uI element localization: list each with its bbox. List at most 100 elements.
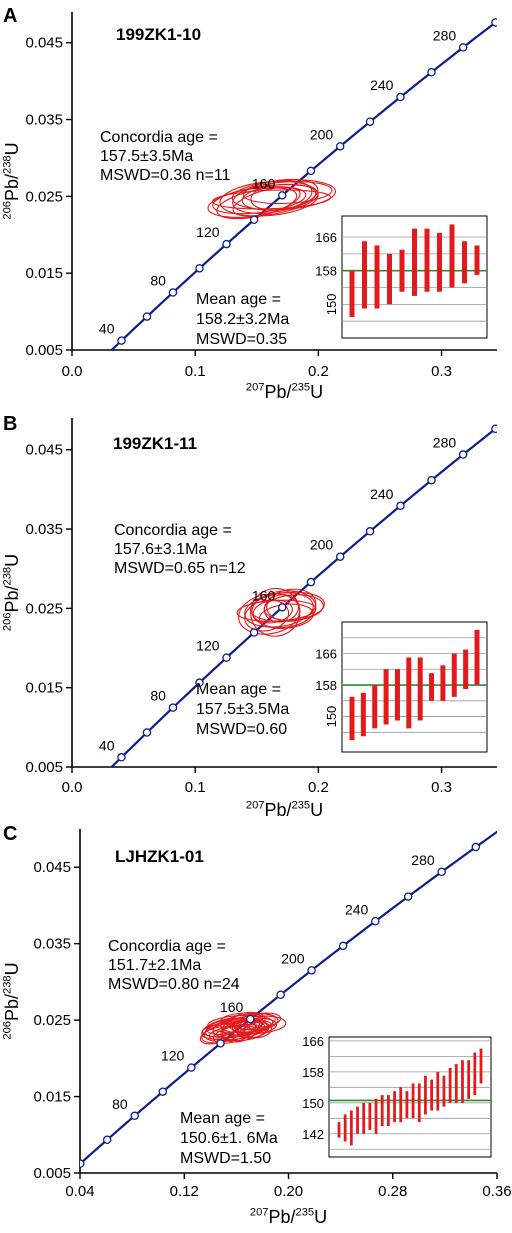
error-ellipse (250, 587, 301, 637)
concordia-age-text: MSWD=0.80 n=24 (108, 976, 240, 993)
weighted-mean-inset: 142 150 158 166 (302, 1034, 492, 1158)
age-marker (246, 1014, 255, 1024)
age-error-bar (374, 1098, 378, 1134)
y-tick-label: 0.005 (25, 759, 63, 776)
inset-tick-label: 150 (324, 706, 339, 728)
age-marker (168, 288, 178, 297)
age-marker (365, 117, 375, 126)
age-marker (142, 728, 152, 737)
concordia-age-text: 157.6±3.1Ma (114, 541, 207, 558)
y-tick-label: 0.025 (33, 1012, 71, 1029)
x-axis-label: 207Pb/235U (246, 381, 323, 402)
concordia-group (110, 424, 497, 767)
age-marker (117, 336, 126, 345)
error-ellipse (204, 1022, 237, 1038)
age-marker (276, 990, 285, 1000)
age-marker (130, 1111, 139, 1121)
age-label: 200 (310, 537, 334, 553)
age-marker (491, 18, 497, 27)
ellipse-group (236, 587, 325, 637)
inset-tick-label: 166 (315, 647, 337, 662)
inset-tick-label: 158 (315, 264, 337, 279)
age-error-bar (454, 1064, 458, 1103)
age-error-bar (399, 1087, 403, 1123)
age-label: 120 (161, 1048, 185, 1064)
sample-title: 199ZK1-10 (116, 25, 201, 44)
age-marker (427, 67, 436, 77)
x-tick-label: 0.04 (65, 1183, 94, 1200)
sample-title: 199ZK1-11 (113, 434, 197, 453)
age-marker (403, 892, 413, 901)
age-error-bar (383, 669, 389, 725)
age-marker (195, 264, 204, 273)
age-marker (307, 966, 316, 975)
age-marker (458, 43, 468, 52)
age-error-bar (387, 1095, 390, 1127)
age-label: 200 (281, 950, 305, 966)
age-error-bar (343, 1114, 347, 1142)
mean-age-text: MSWD=0.60 (196, 721, 287, 738)
concordia-age-text: Concordia age = (114, 522, 232, 539)
age-label: 80 (112, 1096, 128, 1112)
concordia-curve (110, 426, 497, 767)
age-label: 280 (433, 27, 457, 43)
x-tick-label: 0.0 (62, 363, 83, 380)
age-error-bar (406, 657, 412, 729)
age-error-bar (474, 629, 480, 686)
age-error-bar (374, 245, 380, 309)
age-marker (427, 475, 436, 485)
y-tick-label: 0.045 (25, 35, 63, 52)
y-axis-label: 206Pb/238U (1, 962, 22, 1039)
age-error-bar (399, 249, 405, 292)
x-axis-label: 207Pb/235U (246, 799, 323, 820)
y-tick-label: 0.015 (25, 680, 63, 697)
age-marker (222, 653, 231, 662)
panel-b: B 199ZK1-11 0.0 0.1 0.2 0.3 0.005 0.015 0.025 0.0… (1, 413, 497, 820)
y-tick-label: 0.025 (25, 600, 63, 617)
mean-age-text: 150.6±1. 6Ma (180, 1130, 278, 1147)
age-marker (222, 239, 231, 249)
panel-letter: C (3, 823, 17, 845)
x-tick-label: 0.28 (378, 1183, 407, 1200)
age-marker (471, 842, 481, 852)
x-tick-label: 0.1 (185, 363, 206, 380)
mean-age-text: MSWD=0.35 (196, 331, 287, 348)
error-ellipse (244, 599, 290, 632)
age-marker (158, 1087, 167, 1096)
age-error-bar (349, 696, 355, 741)
x-tick-label: 0.2 (308, 363, 329, 380)
panel-letter: A (3, 5, 17, 27)
inset-tick-label: 158 (302, 1065, 324, 1080)
error-ellipse (221, 1020, 270, 1042)
age-error-bar (436, 1071, 440, 1111)
y-tick-label: 0.035 (33, 936, 71, 953)
y-tick-label: 0.025 (25, 188, 63, 205)
age-error-bar (467, 1060, 471, 1099)
age-error-bar (448, 1067, 452, 1103)
age-label: 160 (220, 999, 244, 1015)
mean-age-text: 157.5±3.5Ma (196, 701, 289, 718)
age-label: 80 (150, 688, 166, 704)
age-marker (102, 1135, 112, 1144)
y-tick-label: 0.035 (25, 521, 63, 538)
concordia-age-text: Concordia age = (100, 129, 218, 146)
inset-tick-label: 150 (324, 293, 339, 315)
error-ellipse (266, 588, 317, 622)
error-ellipse (236, 599, 317, 622)
age-error-bar (479, 1048, 483, 1084)
age-error-bar (349, 1110, 353, 1146)
age-error-bar (412, 228, 417, 296)
age-error-bar (451, 653, 457, 697)
age-error-bar (417, 657, 423, 721)
x-tick-label: 0.2 (308, 779, 329, 796)
age-label: 280 (411, 852, 435, 868)
concordia-group (110, 18, 497, 350)
mean-age-text: 158.2±3.2Ma (196, 311, 289, 328)
sample-title: LJHZK1-01 (115, 847, 204, 866)
mean-age-text: Mean age = (196, 681, 281, 698)
age-label: 160 (252, 175, 276, 191)
mean-age-text: Mean age = (180, 1110, 265, 1127)
ellipse-group (207, 178, 337, 220)
age-label: 120 (196, 224, 220, 240)
